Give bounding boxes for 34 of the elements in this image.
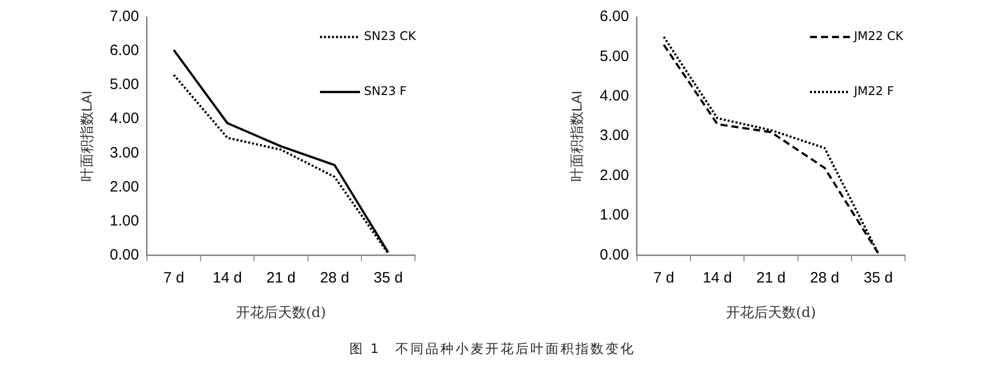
x-tick-label: 14 d	[212, 269, 242, 286]
legend-label: SN23 CK	[364, 29, 418, 44]
y-tick-label: 3.00	[600, 127, 629, 144]
y-axis-title: 叶面积指数LAI	[568, 90, 584, 182]
x-tick-label: 28 d	[810, 269, 840, 286]
y-tick-label: 5.00	[600, 48, 629, 65]
y-tick-label: 5.00	[110, 76, 139, 94]
y-tick-label: 6.00	[600, 8, 629, 26]
legend-label: JM22 CK	[853, 29, 904, 44]
y-tick-label: 0.00	[110, 246, 139, 264]
x-tick-label: 21 d	[266, 269, 296, 286]
legend-label: SN23 F	[364, 84, 407, 98]
y-tick-label: 0.00	[600, 246, 629, 264]
y-tick-label: 4.00	[110, 110, 139, 128]
x-axis-title: 开花后天数(d)	[236, 305, 326, 322]
x-tick-label: 35 d	[864, 269, 893, 286]
x-tick-label: 14 d	[702, 269, 732, 286]
x-tick-label: 7 d	[163, 269, 184, 286]
y-axis-title: 叶面积指数LAI	[78, 90, 94, 182]
x-tick-label: 35 d	[374, 269, 403, 286]
y-tick-label: 4.00	[600, 88, 629, 105]
x-axis-title: 开花后天数(d)	[726, 305, 816, 322]
y-tick-label: 2.00	[600, 166, 629, 184]
y-tick-label: 2.00	[110, 178, 139, 196]
legend-label: JM22 F	[853, 84, 894, 98]
y-tick-label: 6.00	[110, 42, 139, 60]
y-tick-label: 7.00	[110, 8, 139, 26]
x-tick-label: 28 d	[320, 269, 350, 286]
y-tick-label: 1.00	[110, 212, 139, 230]
x-tick-label: 7 d	[653, 269, 674, 286]
y-tick-label: 3.00	[110, 144, 139, 162]
y-tick-label: 1.00	[600, 206, 629, 224]
x-tick-label: 21 d	[756, 269, 786, 286]
caption: 图 1 不同品种小麦开花后叶面积指数变化	[348, 341, 637, 358]
